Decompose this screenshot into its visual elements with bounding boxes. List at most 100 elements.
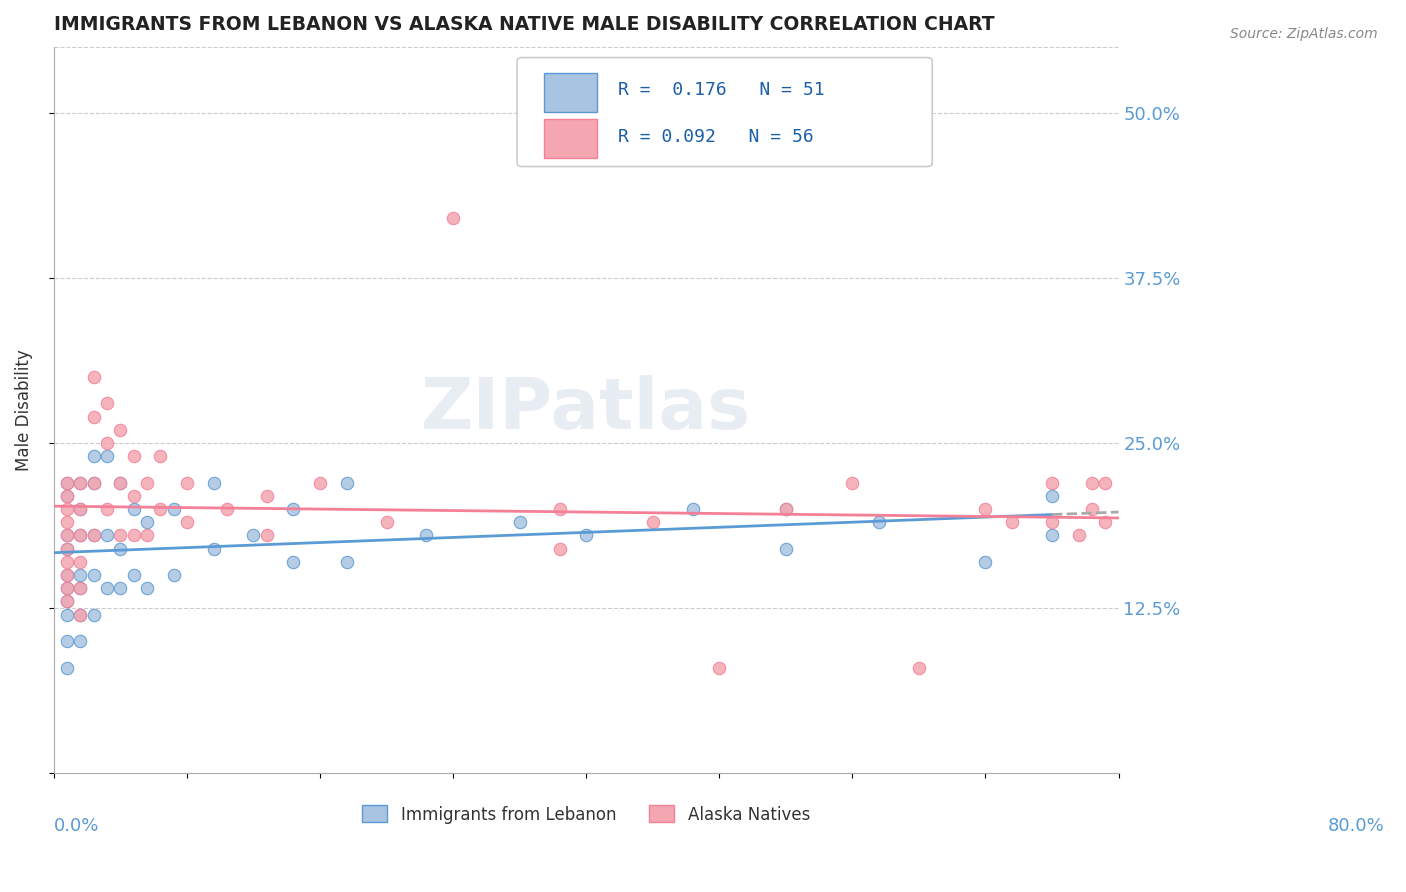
Point xyxy=(110,475,132,490)
Point xyxy=(110,475,132,490)
Point xyxy=(548,502,571,516)
Point xyxy=(215,502,238,516)
Point xyxy=(96,502,118,516)
Point xyxy=(69,502,91,516)
Point xyxy=(69,581,91,595)
Text: ZIPatlas: ZIPatlas xyxy=(422,376,751,444)
Point xyxy=(256,528,278,542)
Point xyxy=(136,581,159,595)
Point xyxy=(69,607,91,622)
Point xyxy=(509,515,531,529)
Point xyxy=(1081,502,1104,516)
Point xyxy=(83,528,105,542)
Point xyxy=(56,489,79,503)
Point xyxy=(83,409,105,424)
Point xyxy=(908,660,931,674)
Point xyxy=(56,502,79,516)
Point xyxy=(136,475,159,490)
Point xyxy=(69,555,91,569)
Point xyxy=(974,502,997,516)
Point xyxy=(110,528,132,542)
Point xyxy=(309,475,332,490)
Point xyxy=(83,475,105,490)
FancyBboxPatch shape xyxy=(544,120,598,158)
Point xyxy=(56,475,79,490)
Point xyxy=(122,449,145,463)
Point xyxy=(775,541,797,556)
Point xyxy=(336,555,359,569)
Text: IMMIGRANTS FROM LEBANON VS ALASKA NATIVE MALE DISABILITY CORRELATION CHART: IMMIGRANTS FROM LEBANON VS ALASKA NATIVE… xyxy=(53,15,994,34)
Point xyxy=(162,568,184,582)
Point xyxy=(56,489,79,503)
Point xyxy=(69,475,91,490)
Point xyxy=(1001,515,1024,529)
FancyBboxPatch shape xyxy=(544,73,598,112)
Text: 80.0%: 80.0% xyxy=(1329,817,1385,835)
Point xyxy=(149,502,172,516)
Point xyxy=(1094,475,1116,490)
Point xyxy=(56,541,79,556)
Point xyxy=(56,634,79,648)
Point xyxy=(56,594,79,608)
Point xyxy=(56,528,79,542)
Point xyxy=(709,660,731,674)
Point xyxy=(1094,515,1116,529)
Point xyxy=(96,528,118,542)
Point xyxy=(682,502,704,516)
Point xyxy=(56,594,79,608)
Point xyxy=(122,489,145,503)
Point xyxy=(69,528,91,542)
Point xyxy=(96,436,118,450)
Point xyxy=(56,528,79,542)
Point xyxy=(69,581,91,595)
Point xyxy=(56,541,79,556)
Point xyxy=(110,581,132,595)
Legend: Immigrants from Lebanon, Alaska Natives: Immigrants from Lebanon, Alaska Natives xyxy=(356,798,817,830)
Point xyxy=(775,502,797,516)
Point xyxy=(83,528,105,542)
Point xyxy=(56,568,79,582)
Point xyxy=(56,515,79,529)
Text: Source: ZipAtlas.com: Source: ZipAtlas.com xyxy=(1230,27,1378,41)
Point xyxy=(641,515,664,529)
Point xyxy=(136,528,159,542)
Point xyxy=(149,449,172,463)
Point xyxy=(83,475,105,490)
Point xyxy=(283,555,305,569)
Point xyxy=(841,475,863,490)
Point xyxy=(110,423,132,437)
Point xyxy=(974,555,997,569)
Point xyxy=(868,515,890,529)
Point xyxy=(1040,515,1063,529)
Point xyxy=(56,607,79,622)
Point xyxy=(283,502,305,516)
Point xyxy=(96,449,118,463)
Point xyxy=(122,502,145,516)
Point xyxy=(575,528,598,542)
Point xyxy=(96,581,118,595)
Point xyxy=(375,515,398,529)
Text: 0.0%: 0.0% xyxy=(53,817,100,835)
Point xyxy=(176,515,198,529)
Point xyxy=(56,475,79,490)
Point xyxy=(69,568,91,582)
Point xyxy=(83,449,105,463)
Point xyxy=(1081,475,1104,490)
Point xyxy=(83,568,105,582)
Point xyxy=(256,489,278,503)
Point xyxy=(56,660,79,674)
Point xyxy=(162,502,184,516)
Y-axis label: Male Disability: Male Disability xyxy=(15,349,32,471)
Point xyxy=(548,541,571,556)
Point xyxy=(775,502,797,516)
Point xyxy=(56,568,79,582)
Point xyxy=(1040,489,1063,503)
Point xyxy=(56,555,79,569)
Text: R = 0.092   N = 56: R = 0.092 N = 56 xyxy=(619,128,814,146)
Point xyxy=(56,581,79,595)
Point xyxy=(69,528,91,542)
Point xyxy=(69,607,91,622)
Point xyxy=(69,475,91,490)
FancyBboxPatch shape xyxy=(517,58,932,167)
Point xyxy=(176,475,198,490)
